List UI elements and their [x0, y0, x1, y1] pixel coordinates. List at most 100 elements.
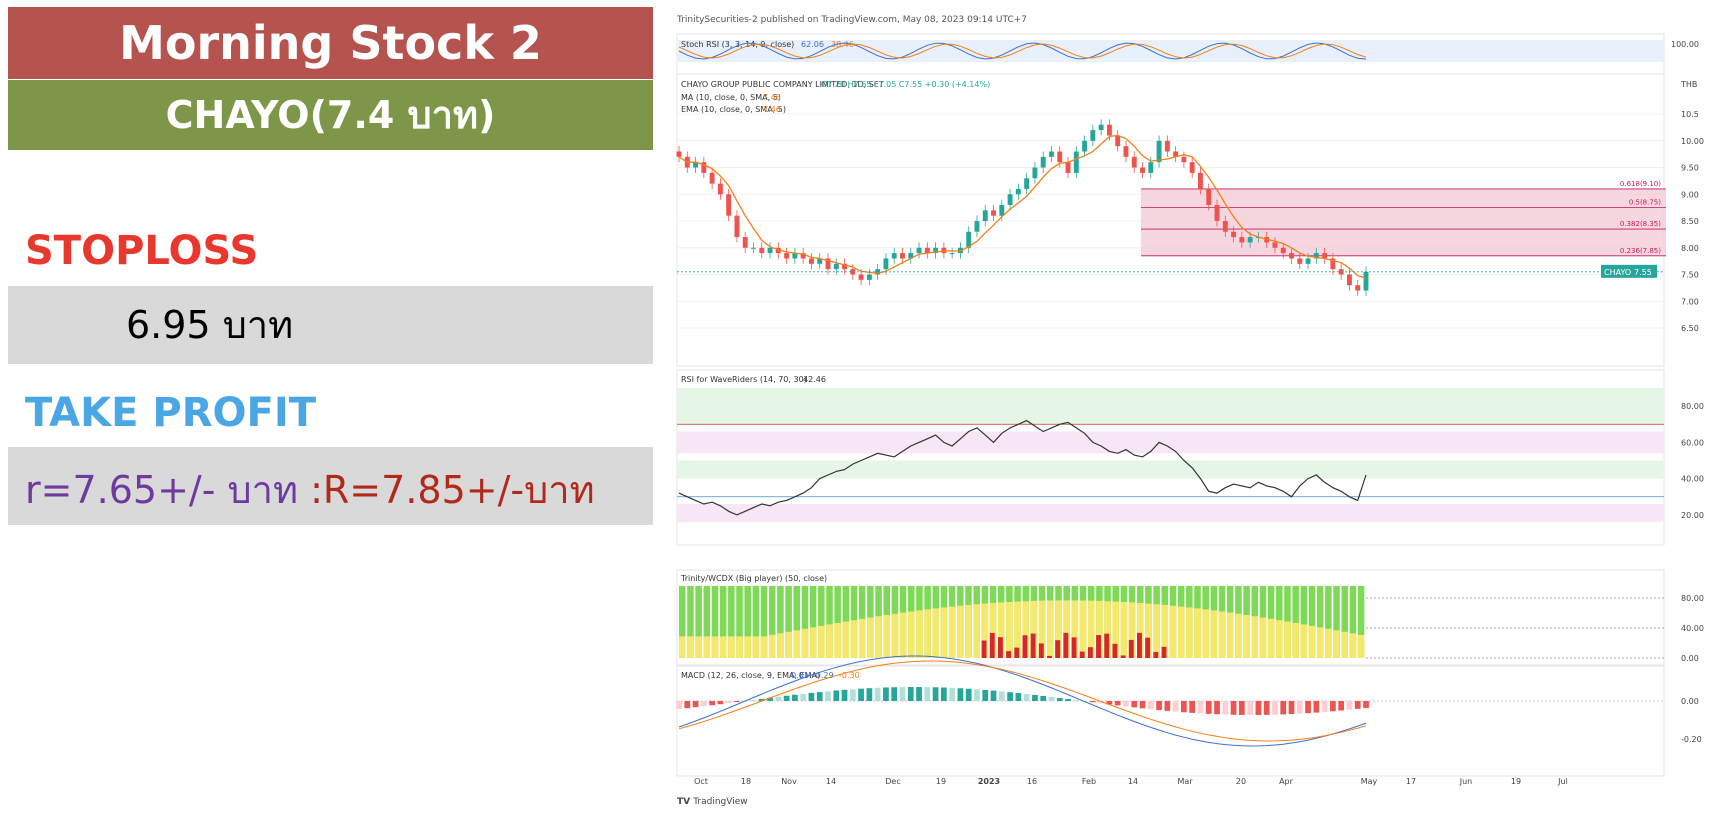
- stoploss-value: 6.95 บาท: [126, 303, 294, 347]
- fibonacci-zone: [1141, 188, 1666, 256]
- macd-y-tick: 0.00: [1681, 697, 1699, 706]
- candle-body: [1222, 221, 1228, 232]
- wcdx-yellow-bar: [1243, 614, 1250, 658]
- candle-body: [991, 210, 996, 216]
- macd-bar: [891, 687, 898, 701]
- wcdx-yellow-bar: [793, 630, 801, 658]
- wcdx-yellow-bar: [932, 608, 940, 658]
- wcdx-green-bar: [1325, 586, 1332, 658]
- wcdx-red-bar: [1030, 633, 1036, 658]
- candle-body: [1272, 242, 1278, 248]
- wcdx-yellow-bar: [1194, 608, 1201, 658]
- price-y-tick: 9.50: [1681, 164, 1699, 173]
- wcdx-green-bar: [1308, 586, 1316, 658]
- macd-bar: [924, 687, 931, 701]
- macd-bar: [1114, 701, 1121, 706]
- candle-body: [1040, 156, 1046, 168]
- candle-body: [866, 274, 872, 280]
- candle-body: [933, 247, 939, 254]
- macd-bar: [1288, 701, 1295, 715]
- wcdx-red-bar: [1128, 639, 1134, 658]
- stoch-band: [677, 40, 1664, 62]
- candle-body: [1181, 156, 1187, 163]
- macd-bar: [1230, 701, 1237, 715]
- macd-bar: [1313, 701, 1320, 713]
- wcdx-green-bar: [1357, 586, 1365, 658]
- wcdx-yellow-bar: [1267, 618, 1275, 658]
- candle-body: [1015, 188, 1021, 195]
- wcdx-y-tick: 80.00: [1681, 594, 1704, 603]
- macd-bar: [866, 688, 873, 701]
- ma-line: [678, 134, 1367, 279]
- tradingview-brand: TradingView: [692, 797, 747, 807]
- wcdx-y-axis: 80.00 40.00 0.00: [1366, 594, 1704, 663]
- candle-body: [1239, 237, 1245, 243]
- macd-bar: [957, 688, 964, 701]
- wcdx-yellow-bar: [1357, 634, 1365, 658]
- wcdx-yellow-bar: [687, 636, 694, 658]
- macd-bar: [1247, 701, 1253, 715]
- macd-bar: [1363, 701, 1369, 708]
- x-tick-label: Oct: [694, 777, 708, 786]
- wcdx-yellow-bar: [695, 636, 702, 658]
- wcdx-yellow-bar: [1128, 602, 1136, 658]
- wcdx-y-tick: 0.00: [1681, 654, 1699, 663]
- wcdx-green-bar: [728, 586, 735, 658]
- candle-body: [1148, 162, 1154, 173]
- wcdx-green-bar: [1316, 586, 1324, 658]
- candle-body: [784, 253, 790, 259]
- wcdx-yellow-bar: [1316, 627, 1324, 658]
- macd-bar: [816, 692, 823, 701]
- rsi-y-tick: 20.00: [1681, 511, 1704, 520]
- chart-attribution: TrinitySecurities-2 published on Trading…: [676, 15, 1027, 25]
- wcdx-green-bar: [834, 586, 841, 658]
- candle-body: [1363, 271, 1369, 291]
- macd-bar: [1164, 701, 1171, 711]
- x-tick-label: 18: [741, 777, 751, 786]
- wcdx-green-bar: [752, 586, 760, 658]
- wcdx-red-bar: [1063, 632, 1069, 658]
- candle-body: [1164, 140, 1170, 152]
- wcdx-yellow-bar: [1014, 601, 1021, 658]
- macd-line: [678, 655, 1367, 747]
- macd-bar: [1147, 701, 1154, 710]
- rsi-y-axis: 80.00 60.00 40.00 20.00: [1681, 402, 1704, 520]
- wcdx-green-bar: [719, 586, 727, 658]
- candle-body: [825, 258, 831, 270]
- macd-bar: [1123, 701, 1129, 707]
- rsi-y-tick: 40.00: [1681, 475, 1704, 484]
- wcdx-yellow-bar: [1161, 604, 1169, 658]
- candle-body: [676, 151, 682, 157]
- macd-bar: [1321, 701, 1328, 712]
- wcdx-green-bar: [1333, 586, 1340, 658]
- wcdx-red-bar: [1047, 655, 1052, 658]
- wcdx-yellow-bar: [1055, 600, 1062, 658]
- wcdx-green-bar: [760, 586, 768, 658]
- macd-y-tick: -0.20: [1681, 735, 1702, 744]
- wcdx-green-bar: [793, 586, 801, 658]
- wcdx-green-bar: [826, 586, 833, 658]
- x-tick-label: 17: [1406, 777, 1416, 786]
- ma-label: MA (10, close, 0, SMA, 5): [681, 93, 781, 102]
- stoch-k-line: [678, 42, 1367, 60]
- x-tick-label: 2023: [978, 777, 1000, 786]
- macd-bar: [1032, 694, 1038, 701]
- wcdx-yellow-bar: [850, 620, 858, 658]
- wcdx-red-bar: [1014, 647, 1020, 658]
- macd-bar: [1197, 701, 1204, 714]
- rsi-lower-band: [677, 504, 1664, 523]
- macd-bar: [1272, 701, 1278, 715]
- stoch-rsi-d: 38.46: [831, 40, 854, 49]
- rsi-y-tick: 60.00: [1681, 438, 1704, 447]
- candle-body: [1065, 162, 1071, 173]
- wcdx-yellow-bar: [1030, 600, 1038, 658]
- x-tick-label: 19: [936, 777, 946, 786]
- macd-bar: [990, 690, 997, 701]
- macd-pane: [676, 665, 1665, 777]
- candle-body: [883, 258, 889, 270]
- wcdx-yellow-bar: [711, 636, 719, 658]
- fibonacci-label: 0.618(9.10): [1620, 180, 1661, 188]
- wcdx-yellow-bar: [1096, 600, 1103, 658]
- wcdx-green-bar: [1349, 586, 1357, 658]
- candle-body: [1057, 151, 1063, 163]
